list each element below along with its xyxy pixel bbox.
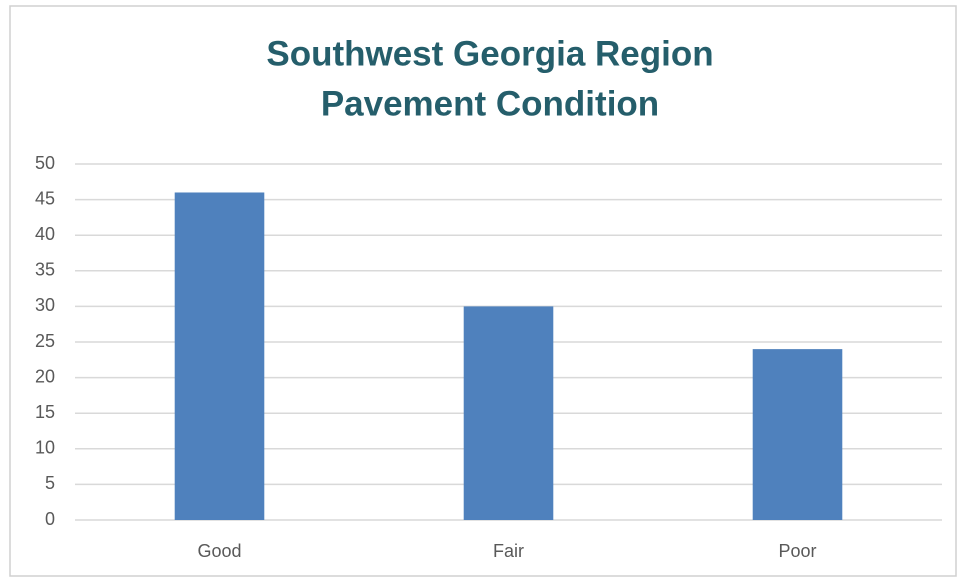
y-tick-label: 25 xyxy=(35,331,55,351)
bar xyxy=(174,192,265,521)
y-tick-label: 40 xyxy=(35,224,55,244)
y-tick-label: 30 xyxy=(35,295,55,315)
y-tick-label: 50 xyxy=(35,153,55,173)
y-tick-label: 20 xyxy=(35,366,55,386)
bar xyxy=(752,349,843,520)
chart-title: Southwest Georgia Region xyxy=(266,34,713,73)
y-tick-label: 45 xyxy=(35,188,55,208)
chart-title: Pavement Condition xyxy=(321,84,659,123)
x-tick-label: Fair xyxy=(493,541,524,561)
y-tick-label: 0 xyxy=(45,509,55,529)
x-tick-label: Poor xyxy=(778,541,816,561)
y-tick-label: 35 xyxy=(35,260,55,280)
bar xyxy=(463,306,554,520)
y-tick-label: 5 xyxy=(45,473,55,493)
x-tick-label: Good xyxy=(197,541,241,561)
y-tick-label: 15 xyxy=(35,402,55,422)
y-tick-label: 10 xyxy=(35,438,55,458)
